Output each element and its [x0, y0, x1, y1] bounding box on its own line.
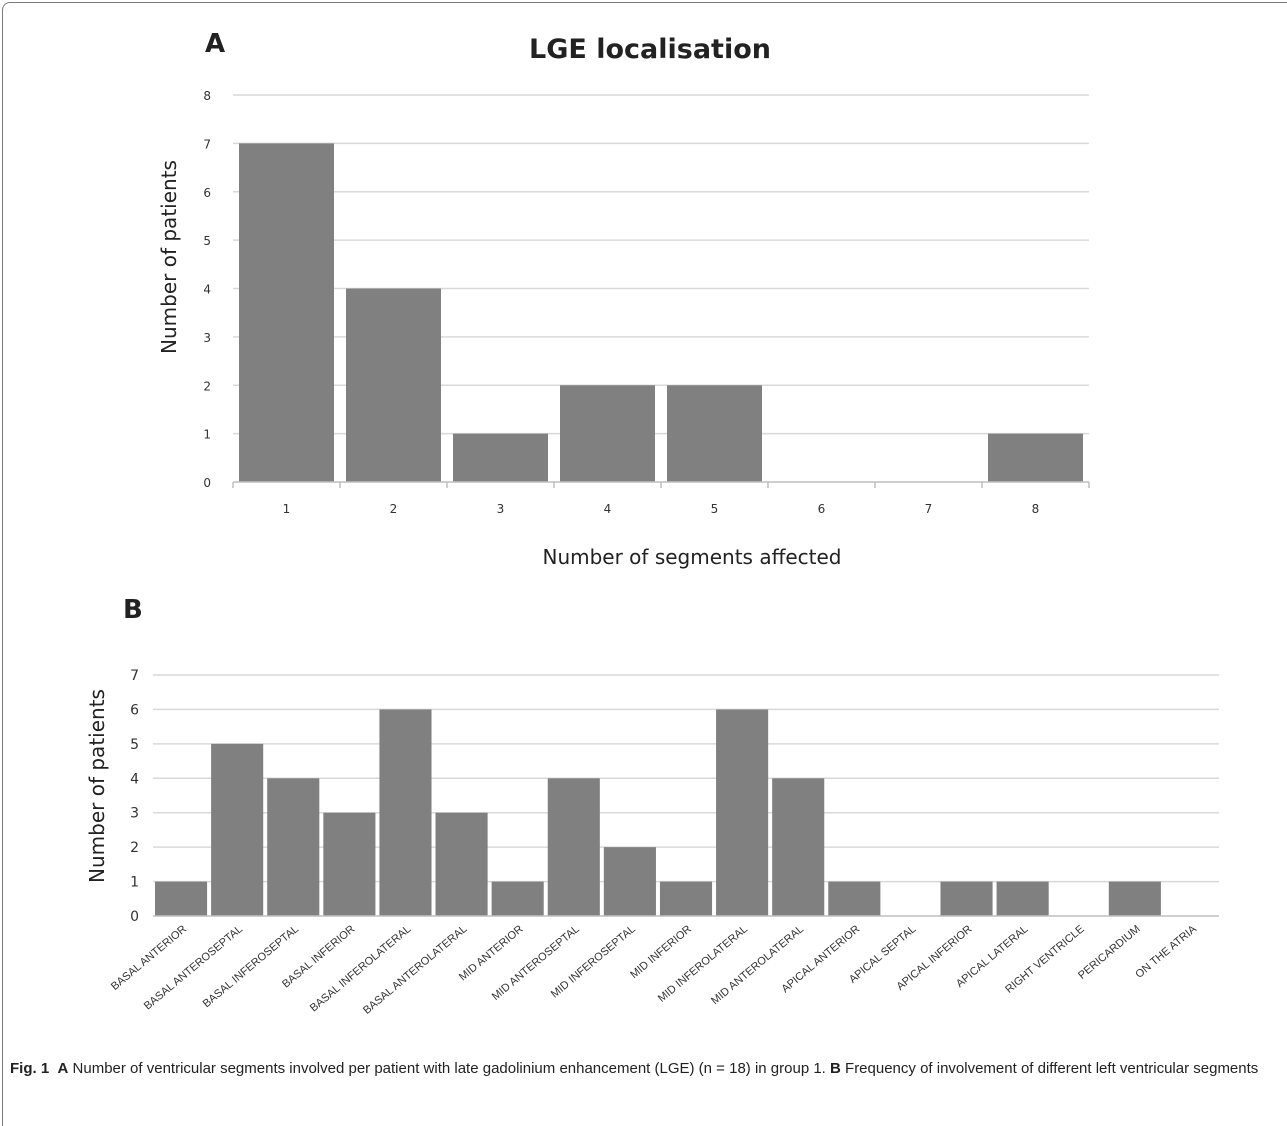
bar-8	[988, 433, 1083, 482]
caption-b-label: B	[830, 1060, 841, 1077]
y-tick-label: 7	[130, 668, 139, 684]
x-tick-label: 1	[283, 502, 291, 516]
caption-b-text: Frequency of involvement of different le…	[840, 1060, 1259, 1077]
bar-1	[239, 143, 334, 482]
y-tick-label: 4	[130, 771, 139, 787]
x-tick-label: 7	[925, 502, 933, 516]
caption-fig-label: Fig. 1	[10, 1060, 50, 1077]
x-tick-label: ON THE ATRIA	[1133, 923, 1199, 981]
bar-5	[667, 385, 762, 482]
x-tick-label: 2	[390, 502, 398, 516]
bar-mid-anterior	[491, 881, 544, 916]
chart-a-xlabel: Number of segments affected	[542, 545, 841, 569]
chart-a-title: LGE localisation	[529, 34, 771, 65]
x-tick-label: BASAL INFEROLATERAL	[308, 923, 414, 1014]
x-tick-label: MID INFEROLATERAL	[656, 923, 750, 1005]
y-tick-label: 6	[203, 186, 211, 200]
y-tick-label: 6	[130, 702, 139, 718]
bar-basal-anterolateral	[435, 812, 488, 916]
bar-mid-anterolateral	[772, 778, 825, 916]
bar-3	[453, 433, 548, 482]
x-tick-label: MID ANTEROLATERAL	[709, 923, 806, 1007]
bar-basal-inferoseptal	[267, 778, 320, 916]
bar-basal-inferolateral	[379, 709, 432, 916]
chart-a-plot: 0 1 2 3 4 5 6 7 8 1 2 3 4 5 6 7 8	[203, 89, 1090, 516]
caption-a-text: Number of ventricular segments involved …	[68, 1060, 831, 1077]
y-tick-label: 1	[130, 875, 139, 891]
y-tick-label: 7	[203, 137, 211, 151]
bar-apical-lateral	[996, 881, 1049, 916]
bar-mid-inferolateral	[716, 709, 769, 916]
y-tick-label: 0	[130, 909, 139, 925]
y-tick-label: 8	[203, 89, 211, 103]
x-tick-label: 8	[1032, 502, 1040, 516]
bar-basal-anterior	[155, 881, 208, 916]
bar-2	[346, 288, 441, 482]
chart-a-ylabel: Number of patients	[157, 160, 181, 354]
y-tick-label: 1	[203, 428, 211, 442]
bar-basal-inferior	[323, 812, 376, 916]
bar-apical-inferior	[940, 881, 993, 916]
panel-a-letter: A	[205, 29, 225, 59]
x-tick-label: 5	[711, 502, 719, 516]
bar-apical-anterior	[828, 881, 881, 916]
panel-b-letter: B	[123, 595, 143, 625]
y-tick-label: 2	[203, 379, 211, 393]
x-tick-label: BASAL INFEROSEPTAL	[201, 923, 301, 1010]
y-tick-label: 4	[203, 283, 211, 297]
bar-basal-anteroseptal	[211, 743, 264, 916]
caption-a-label: A	[57, 1060, 69, 1077]
x-tick-label: 3	[497, 502, 505, 516]
x-tick-label: 6	[818, 502, 826, 516]
bar-4	[560, 385, 655, 482]
y-tick-label: 0	[203, 476, 211, 490]
y-tick-label: 3	[203, 331, 211, 345]
x-tick-label: BASAL ANTEROSEPTAL	[142, 923, 245, 1012]
bar-pericardium	[1108, 881, 1161, 916]
bar-mid-inferior	[659, 881, 713, 916]
y-tick-label: 2	[130, 840, 139, 856]
y-tick-label: 3	[130, 806, 139, 822]
bar-mid-inferoseptal	[603, 847, 656, 916]
figure-caption: Fig. 1 A Number of ventricular segments …	[10, 1058, 1275, 1079]
y-tick-label: 5	[203, 234, 211, 248]
bar-mid-anteroseptal	[547, 778, 600, 916]
x-tick-label: BASAL ANTEROLATERAL	[361, 923, 469, 1017]
x-tick-label: 4	[604, 502, 612, 516]
chart-b-ylabel: Number of patients	[85, 689, 109, 883]
y-tick-label: 5	[130, 737, 139, 753]
